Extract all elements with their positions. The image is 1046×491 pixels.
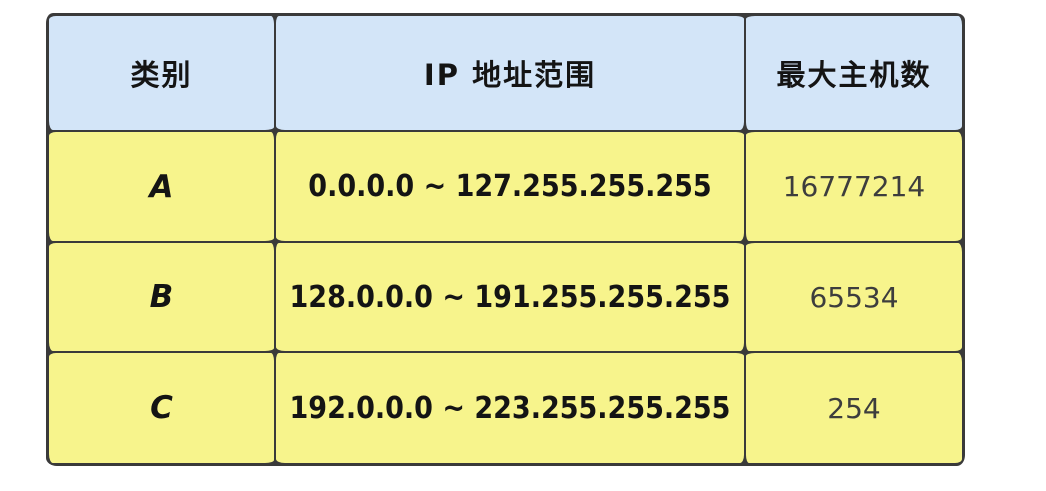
- row-a-ip-range: 0.0.0.0 ~ 127.255.255.255: [276, 132, 744, 241]
- row-c-ip-range: 192.0.0.0 ~ 223.255.255.255: [276, 353, 744, 463]
- row-b-class: B: [49, 243, 274, 351]
- row-b-ip-range: 128.0.0.0 ~ 191.255.255.255: [276, 243, 744, 351]
- ip-class-table: 类别 IP 地址范围 最大主机数 A 0.0.0.0 ~ 127.255.255…: [46, 13, 965, 466]
- row-b-max-hosts: 65534: [746, 243, 962, 351]
- header-cell-ip-range: IP 地址范围: [276, 16, 744, 130]
- header-cell-class: 类别: [49, 16, 274, 130]
- row-a-class: A: [49, 132, 274, 241]
- row-a-max-hosts: 16777214: [746, 132, 962, 241]
- row-c-class: C: [49, 353, 274, 463]
- row-c-max-hosts: 254: [746, 353, 962, 463]
- header-cell-max-hosts: 最大主机数: [746, 16, 962, 130]
